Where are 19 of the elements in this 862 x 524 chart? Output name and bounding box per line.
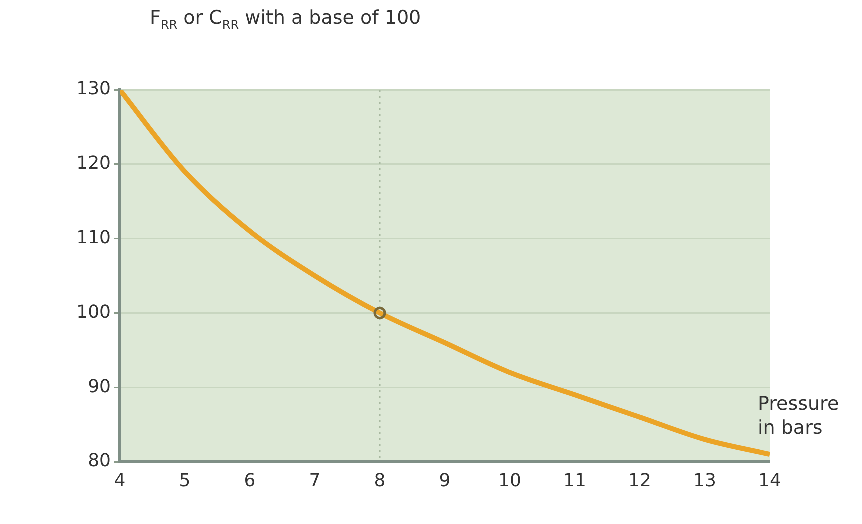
x-tick-label: 10 <box>498 470 522 492</box>
x-tick-label: 11 <box>564 470 586 492</box>
y-tick-label: 80 <box>88 450 111 472</box>
x-tick-label: 9 <box>439 470 451 492</box>
y-tick-label: 90 <box>88 376 111 398</box>
y-tick-label: 120 <box>76 153 111 174</box>
x-tick-label: 5 <box>179 470 191 492</box>
x-tick-label: 14 <box>758 470 782 492</box>
y-tick-label: 100 <box>76 302 111 323</box>
y-tick-label: 130 <box>76 78 111 100</box>
x-tick-label: 8 <box>374 470 386 492</box>
y-tick-label: 110 <box>76 227 111 248</box>
x-tick-label: 7 <box>309 470 321 492</box>
y-axis-title: F$_{RR}$ or C$_{RR}$ with a base of 100 <box>150 6 422 34</box>
x-axis-title: Pressure in bars <box>758 392 840 440</box>
x-tick-label: 4 <box>114 470 126 492</box>
x-tick-label: 13 <box>694 470 716 492</box>
x-tick-label: 12 <box>628 470 652 492</box>
x-tick-label: 6 <box>244 470 256 492</box>
